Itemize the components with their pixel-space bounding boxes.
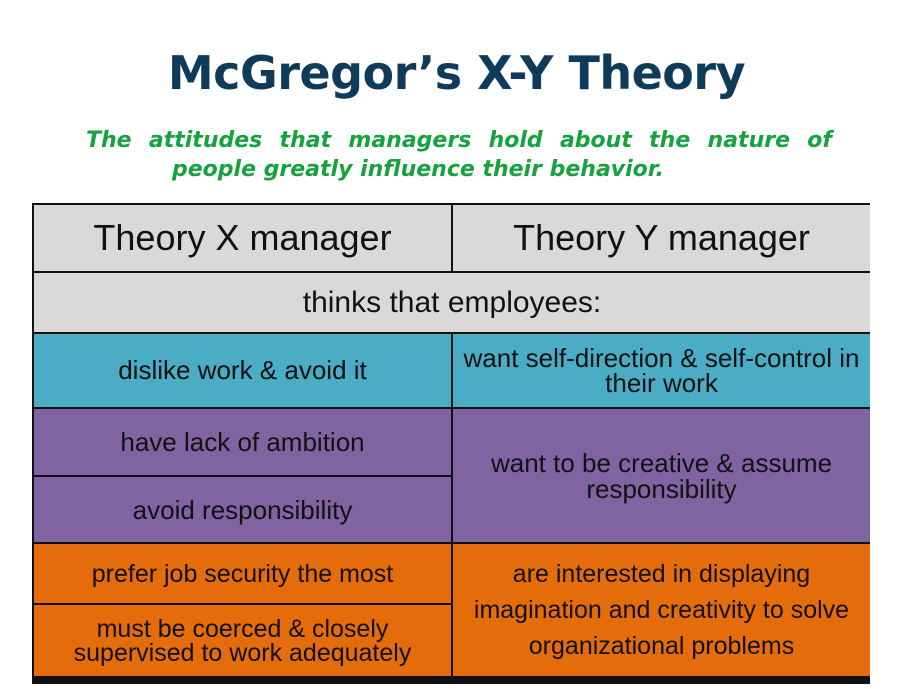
subheader-thinks-that: thinks that employees: [34,273,870,332]
header-theory-y: Theory Y manager [453,205,870,271]
x-item-coerced-supervised: must be coerced & closely supervised to … [34,605,451,676]
y-item-imagination-creativity: are interested in displaying imagination… [453,544,870,676]
page-title: McGregor’s X-Y Theory [167,46,746,100]
theory-comparison-table: Theory X manager Theory Y manager thinks… [32,203,870,684]
subtitle-line-2: people greatly influence their behavior. [172,157,664,182]
subtitle: The attitudes that managers hold about t… [86,126,832,184]
header-theory-x: Theory X manager [34,205,451,271]
x-item-job-security: prefer job security the most [34,544,451,603]
x-item-dislike-work: dislike work & avoid it [34,334,451,407]
y-item-self-direction: want self-direction & self-control in th… [453,334,870,407]
x-item-lack-ambition: have lack of ambition [34,409,451,475]
subtitle-line-1: The attitudes that managers hold about t… [86,128,832,153]
x-item-avoid-responsibility: avoid responsibility [34,477,451,542]
y-item-creative-responsibility: want to be creative & assume responsibil… [453,409,870,542]
